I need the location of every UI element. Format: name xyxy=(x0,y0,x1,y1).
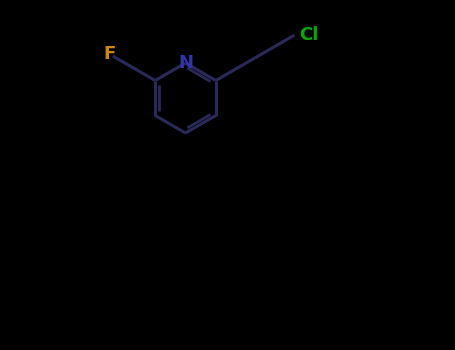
Text: F: F xyxy=(103,45,116,63)
Text: N: N xyxy=(178,54,193,72)
Text: Cl: Cl xyxy=(299,26,318,44)
